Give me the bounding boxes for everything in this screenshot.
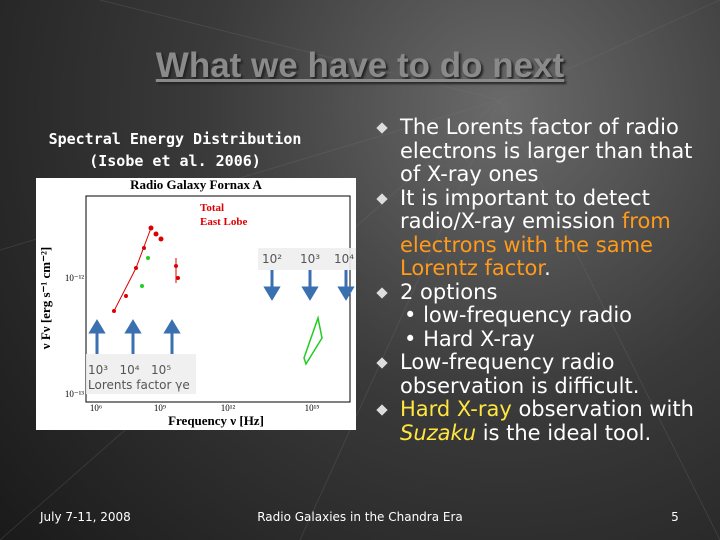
xray-bowtie <box>303 315 323 366</box>
x-tick-label: 10⁶ <box>90 403 102 413</box>
bullet-list: The Lorents factor of radio electrons is… <box>376 115 698 445</box>
plot-frame <box>85 195 351 403</box>
figure-caption: Spectral Energy Distribution (Isobe et a… <box>40 128 310 172</box>
radio-lines <box>113 227 177 312</box>
bullet-text: Hard X-ray <box>400 397 512 421</box>
bullet-marker <box>376 357 388 369</box>
sub-item: • Hard X-ray <box>404 326 535 351</box>
x-tick-label: 10¹² <box>221 403 236 413</box>
bullet-text: from electrons with the same Lorentz fac… <box>400 209 671 280</box>
caption-line: (Isobe et al. 2006) <box>89 152 261 170</box>
legend-entry: East Lobe <box>200 216 247 228</box>
sub-text: low-frequency radio <box>423 303 633 327</box>
sed-figure: Radio Galaxy Fornax A Total East Lobe 10… <box>36 178 356 430</box>
lorentz-factors: 10³ 10⁴ 10⁵ <box>88 363 171 377</box>
bullet-text: . <box>544 256 551 280</box>
lorentz-factor: 10² <box>262 252 282 266</box>
sub-item: • low-frequency radio <box>404 303 633 327</box>
bullet-text: is the ideal tool. <box>476 420 652 445</box>
bullet-text: Low-frequency radio observation is diffi… <box>400 350 640 398</box>
y-axis-label: ν Fν [erg s⁻¹ cm⁻²] <box>38 247 53 350</box>
sub-text: Hard X-ray <box>423 326 535 351</box>
bullet-item: It is important to detect radio/X-ray em… <box>376 185 698 281</box>
bullet-text: The Lorents factor of radio electrons is… <box>400 115 693 186</box>
footer-event: Radio Galaxies in the Chandra Era <box>257 510 463 524</box>
bullet-item: The Lorents factor of radio electrons is… <box>376 115 698 187</box>
slide-title: What we have to do next <box>155 46 565 85</box>
bullet-item: 2 options <box>376 279 698 305</box>
bullet-text: 2 options <box>400 279 498 304</box>
y-tick-label: 10⁻¹² <box>65 273 84 283</box>
bullet-text: It is important to detect radio/X-ray em… <box>400 185 650 233</box>
x-axis-label: Frequency ν [Hz] <box>168 413 264 428</box>
bullet-marker <box>376 192 388 205</box>
x-tick-label: 10⁹ <box>154 403 166 413</box>
bullet-marker <box>376 404 388 416</box>
lorentz-factor: 10³ <box>300 252 320 266</box>
lobe-points <box>140 256 150 288</box>
bullet-marker <box>376 286 388 299</box>
bullet-item: Hard X-ray observation with Suzaku is th… <box>376 397 698 445</box>
bullet-text: Suzaku <box>400 420 477 445</box>
legend-entry: Total <box>200 202 224 214</box>
lorentz-caption: Lorents factor γe <box>88 378 190 392</box>
radio-points <box>112 225 180 313</box>
arrows <box>88 270 355 354</box>
bullet-item: Low-frequency radio observation is diffi… <box>376 350 698 398</box>
lorentz-factor: 10⁴ <box>334 252 354 266</box>
page-number: 5 <box>671 510 679 524</box>
x-tick-label: 10¹⁵ <box>305 403 320 413</box>
bullet-text: observation with <box>511 397 694 421</box>
y-tick-label: 10⁻¹³ <box>65 389 84 399</box>
bullet-marker <box>376 122 388 134</box>
figure-title: Radio Galaxy Fornax A <box>130 178 262 192</box>
footer-date: July 7-11, 2008 <box>40 510 131 524</box>
caption-line: Spectral Energy Distribution <box>48 130 302 148</box>
